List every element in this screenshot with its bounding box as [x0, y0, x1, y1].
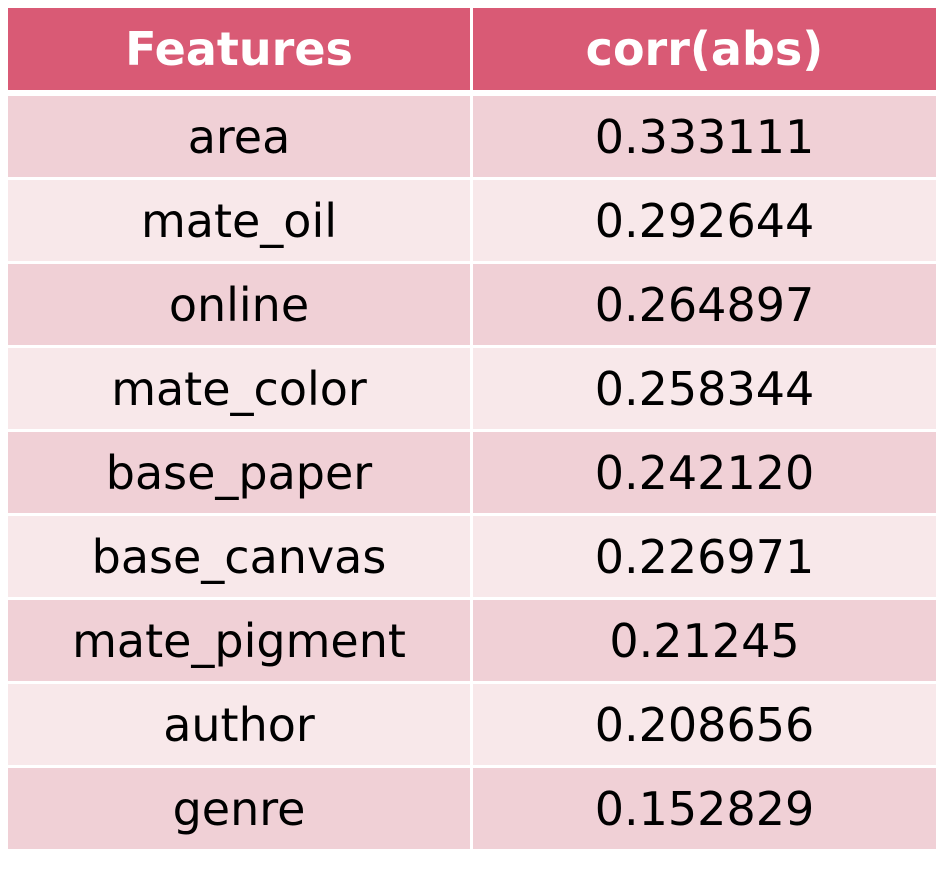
corr-cell: 0.242120 — [470, 429, 939, 516]
table-row: base_paper 0.242120 — [5, 429, 939, 516]
table-row: online 0.264897 — [5, 261, 939, 348]
corr-cell: 0.21245 — [470, 597, 939, 684]
corr-cell: 0.292644 — [470, 177, 939, 264]
corr-cell: 0.258344 — [470, 345, 939, 432]
feature-cell: online — [5, 261, 473, 348]
table-row: area 0.333111 — [5, 91, 939, 180]
corr-cell: 0.208656 — [470, 681, 939, 768]
table-row: base_canvas 0.226971 — [5, 513, 939, 600]
feature-cell: author — [5, 681, 473, 768]
table-row: mate_oil 0.292644 — [5, 177, 939, 264]
feature-cell: mate_oil — [5, 177, 473, 264]
feature-cell: genre — [5, 765, 473, 852]
feature-cell: mate_pigment — [5, 597, 473, 684]
table-row: mate_pigment 0.21245 — [5, 597, 939, 684]
correlation-table: Features corr(abs) area 0.333111 mate_oi… — [5, 5, 939, 852]
corr-cell: 0.264897 — [470, 261, 939, 348]
feature-cell: base_paper — [5, 429, 473, 516]
table-header-row: Features corr(abs) — [5, 5, 939, 96]
table-row: author 0.208656 — [5, 681, 939, 768]
corr-cell: 0.152829 — [470, 765, 939, 852]
corr-cell: 0.226971 — [470, 513, 939, 600]
table-row: mate_color 0.258344 — [5, 345, 939, 432]
header-corr-abs: corr(abs) — [470, 5, 939, 96]
feature-cell: base_canvas — [5, 513, 473, 600]
header-features: Features — [5, 5, 473, 96]
corr-cell: 0.333111 — [470, 91, 939, 180]
correlation-table-container: Features corr(abs) area 0.333111 mate_oi… — [5, 5, 939, 852]
feature-cell: area — [5, 91, 473, 180]
table-row: genre 0.152829 — [5, 765, 939, 852]
feature-cell: mate_color — [5, 345, 473, 432]
